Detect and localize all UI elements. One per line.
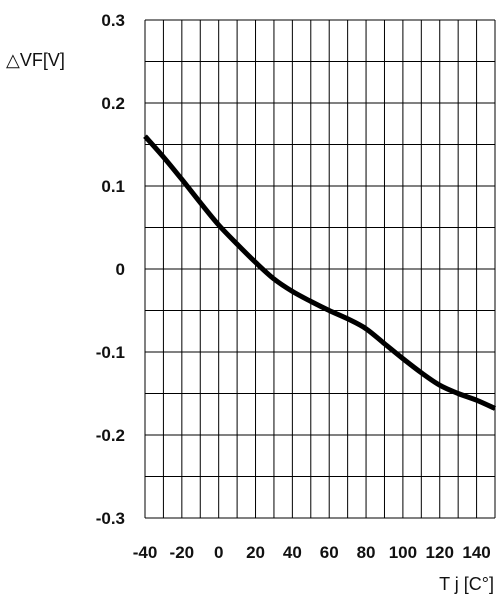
x-tick-label: 140 — [462, 543, 490, 562]
series — [143, 134, 497, 411]
series-line — [143, 134, 497, 411]
y-tick-label: -0.3 — [96, 509, 125, 528]
y-tick-label: -0.2 — [96, 426, 125, 445]
x-tick-label: -20 — [170, 543, 195, 562]
y-axis-label: △VF[V] — [6, 50, 65, 70]
x-tick-label: 100 — [389, 543, 417, 562]
x-tick-label: -40 — [133, 543, 158, 562]
y-tick-label: -0.1 — [96, 343, 125, 362]
tick-labels: 0.3 0.2 0.1 0 -0.1 -0.2 -0.3 -40 -20 0 20 40 60 80 100… — [96, 11, 491, 562]
y-tick-label: 0 — [116, 260, 125, 279]
x-tick-label: 120 — [426, 543, 454, 562]
x-tick-label: 0 — [214, 543, 223, 562]
x-tick-label: 80 — [357, 543, 376, 562]
x-axis-label: T j [C°] — [439, 574, 494, 594]
y-tick-label: 0.2 — [101, 94, 125, 113]
y-tick-label: 0.1 — [101, 177, 125, 196]
y-tick-label: 0.3 — [101, 11, 125, 30]
grid — [144, 19, 496, 519]
x-tick-label: 20 — [246, 543, 265, 562]
x-tick-label: 40 — [283, 543, 302, 562]
x-tick-label: 60 — [320, 543, 339, 562]
